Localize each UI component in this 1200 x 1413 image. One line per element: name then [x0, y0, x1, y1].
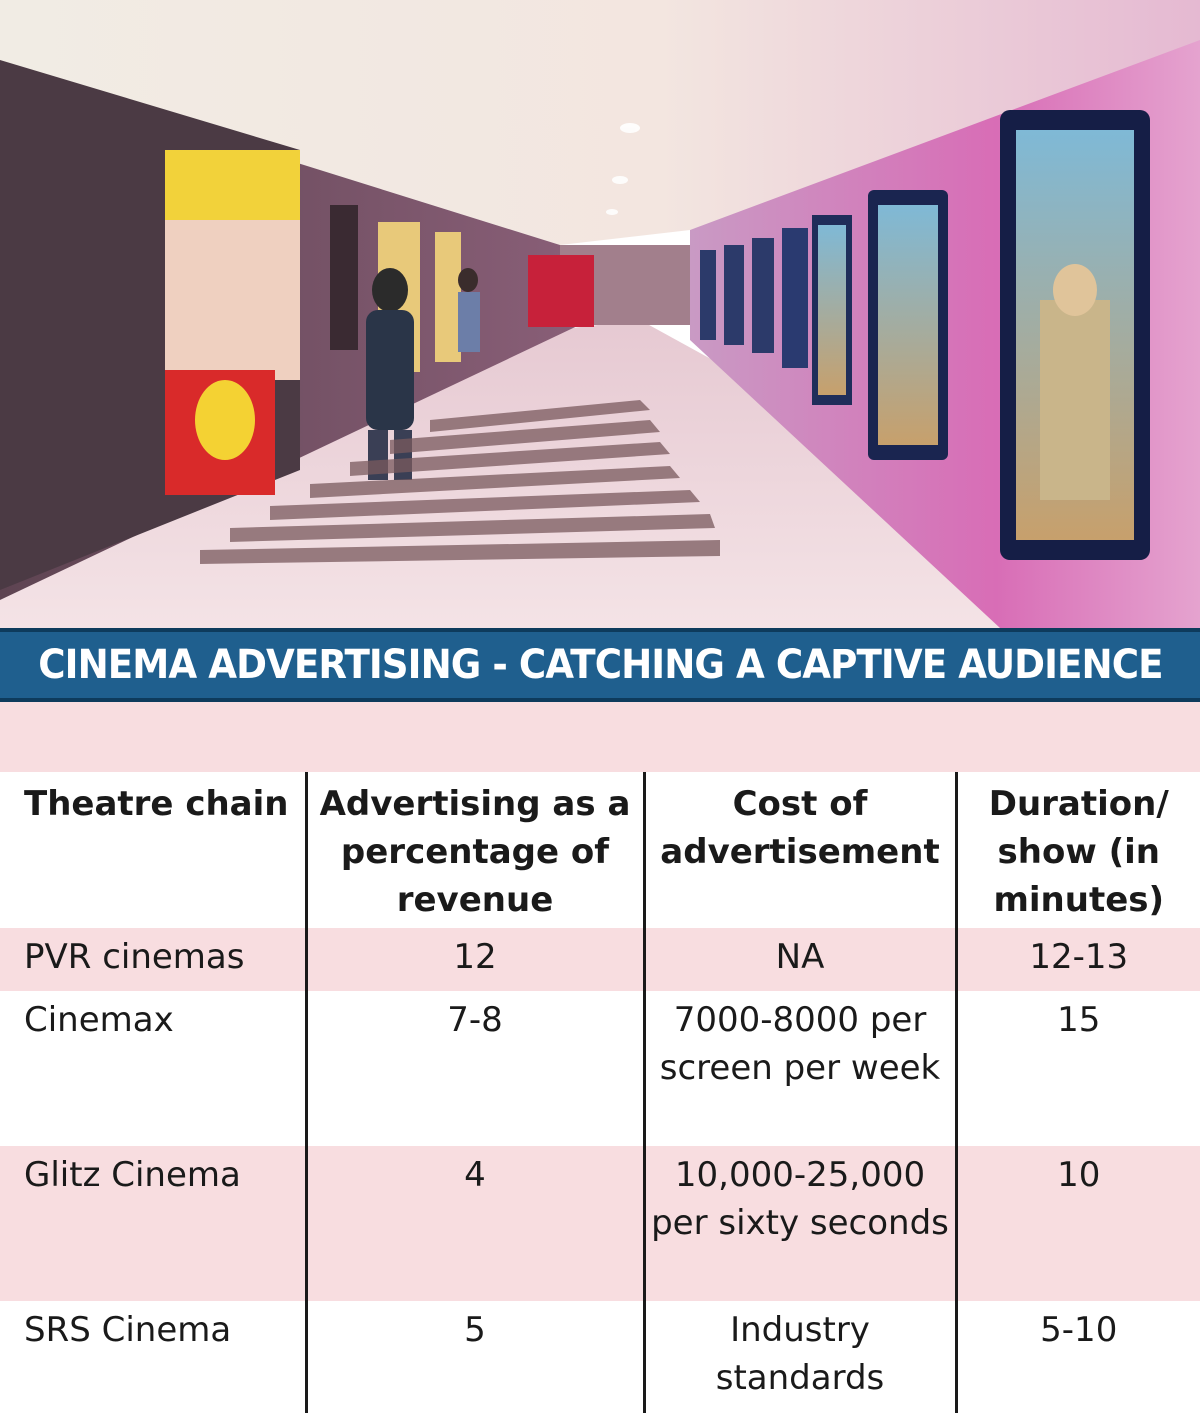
cell-cost: Industry standards — [642, 1301, 956, 1413]
table-row: SRS Cinema 5 Industry standards 5-10 — [0, 1301, 1200, 1413]
table-row: Cinemax 7-8 7000-8000 per screen per wee… — [0, 991, 1200, 1146]
cell-theatre-chain: Glitz Cinema — [0, 1146, 306, 1301]
cell-theatre-chain: Cinemax — [24, 1000, 174, 1040]
cell-theatre-chain: SRS Cinema — [24, 1310, 232, 1350]
cell-cost: 7000-8000 per screen per week — [642, 991, 956, 1146]
column-header-duration: Duration/ show (in minutes) — [954, 772, 1200, 928]
cell-cost: 10,000-25,000 per sixty seconds — [642, 1146, 956, 1301]
cell-duration: 15 — [954, 991, 1200, 1146]
cell-duration: 5-10 — [954, 1301, 1200, 1413]
cell-duration: 12-13 — [954, 928, 1200, 991]
cinema-lobby-photo — [0, 0, 1200, 628]
cell-theatre-chain: PVR cinemas — [0, 928, 306, 991]
table-row: PVR cinemas 12 NA 12-13 — [0, 928, 1200, 991]
header-row: Theatre chain Advertising as a percentag… — [0, 772, 1200, 928]
column-header-cost: Cost of advertisement — [642, 772, 956, 928]
advertising-table-section: Theatre chain Advertising as a percentag… — [0, 702, 1200, 1413]
column-header-advertising-percentage: Advertising as a percentage of revenue — [304, 772, 644, 928]
chart-title: CINEMA ADVERTISING - CATCHING A CAPTIVE … — [37, 642, 1163, 688]
table-top-band — [0, 702, 1200, 772]
advertising-table: Theatre chain Advertising as a percentag… — [0, 772, 1200, 1413]
column-header-theatre-chain: Theatre chain — [24, 784, 289, 824]
cell-cost: NA — [642, 928, 956, 991]
title-banner: CINEMA ADVERTISING - CATCHING A CAPTIVE … — [0, 628, 1200, 702]
cell-duration: 10 — [954, 1146, 1200, 1301]
cell-advertising-percentage: 12 — [304, 928, 644, 991]
cell-advertising-percentage: 4 — [304, 1146, 644, 1301]
cell-advertising-percentage: 5 — [304, 1301, 644, 1413]
table-row: Glitz Cinema 4 10,000-25,000 per sixty s… — [0, 1146, 1200, 1301]
cell-advertising-percentage: 7-8 — [304, 991, 644, 1146]
